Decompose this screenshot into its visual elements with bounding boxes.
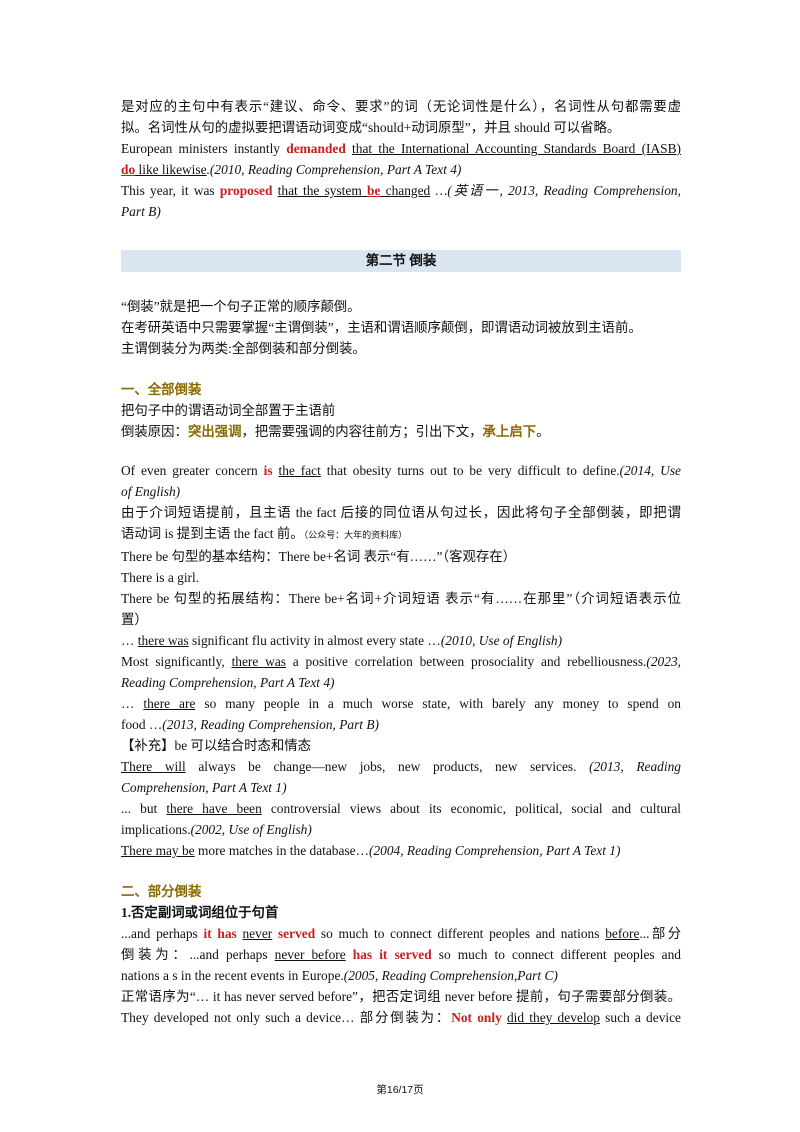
example-source: Reading Comprehension, Part A Text 4) (121, 675, 335, 690)
example-sentence: food …(2013, Reading Comprehension, Part… (121, 717, 379, 732)
explanation-line: 语动词 is 提到主语 the fact 前。（公众号：大年的资料库） (121, 526, 408, 541)
example-sentence: There may be more matches in the databas… (121, 843, 621, 858)
structure-line: 置） (121, 612, 148, 627)
page-number: 第16/17页 (376, 1084, 424, 1096)
example-sentence: Of even greater concern is the fact that… (121, 463, 681, 478)
subheading: 1.否定副词或词组位于句首 (121, 905, 279, 920)
example-sentence: There is a girl. (121, 570, 200, 585)
intro-line: 主谓倒装分为两类:全部倒装和部分倒装。 (121, 341, 366, 356)
explanation-line: 由于介词短语提前，且主语 the fact 后接的同位语从句过长，因此将句子全部… (121, 505, 681, 520)
example-sentence: … there are so many people in a much wor… (121, 696, 681, 711)
example-sentence: … there was significant flu activity in … (121, 633, 563, 648)
example-source: of English) (121, 484, 181, 499)
reason-line: 倒装原因：突出强调，把需要强调的内容往前方；引出下文，承上启下。 (121, 424, 550, 439)
example-sentence: nations a s in the recent events in Euro… (121, 968, 558, 983)
paragraph-line: 是对应的主句中有表示“建议、命令、要求”的词（无论词性是什么），名词性从句都需要… (121, 99, 681, 114)
example-sentence: implications.(2002, Use of English) (121, 822, 312, 837)
heading-partial-inversion: 二、部分倒装 (121, 884, 202, 899)
structure-line: There be 句型的拓展结构：There be+名词+介词短语 表示“有……… (121, 591, 681, 606)
intro-line: “倒装”就是把一个句子正常的顺序颠倒。 (121, 299, 361, 314)
example-sentence: This year, it was proposed that the syst… (121, 183, 681, 198)
section-title: 第二节 倒装 (121, 250, 681, 272)
heading-full-inversion: 一、全部倒装 (121, 382, 202, 397)
example-sentence: There will always be change—new jobs, ne… (121, 759, 681, 774)
example-sentence: ... but there have been controversial vi… (121, 801, 682, 816)
example-sentence: Most significantly, there was a positive… (121, 654, 681, 669)
structure-line: There be 句型的基本结构：There be+名词 表示“有……”（客观存… (121, 549, 517, 564)
document-body: 是对应的主句中有表示“建议、命令、要求”的词（无论词性是什么），名词性从句都需要… (121, 96, 681, 1028)
example-sentence: They developed not only such a device… 部… (121, 1010, 681, 1025)
watermark-note: （公众号：大年的资料库） (303, 530, 408, 540)
explanation-line: 正常语序为“… it has never served before”，把否定词… (121, 989, 681, 1004)
supplement-note: 【补充】be 可以结合时态和情态 (121, 738, 312, 753)
example-sentence: European ministers instantly demanded th… (121, 141, 681, 156)
example-sentence: ...and perhaps it has never served so mu… (121, 926, 681, 941)
intro-line: 在考研英语中只需要掌握“主谓倒装”，主语和谓语顺序颠倒，即谓语动词被放到主语前。 (121, 320, 642, 335)
paragraph-line: 拟。名词性从句的虚拟要把谓语动词变成“should+动词原型”，并且 shoul… (121, 120, 621, 135)
example-source: Part B) (121, 204, 161, 219)
example-source: Comprehension, Part A Text 1) (121, 780, 287, 795)
example-sentence: do like likewise.(2010, Reading Comprehe… (121, 162, 462, 177)
example-sentence: 倒装为：...and perhaps never before has it s… (121, 947, 682, 962)
definition-line: 把句子中的谓语动词全部置于主语前 (121, 403, 336, 418)
